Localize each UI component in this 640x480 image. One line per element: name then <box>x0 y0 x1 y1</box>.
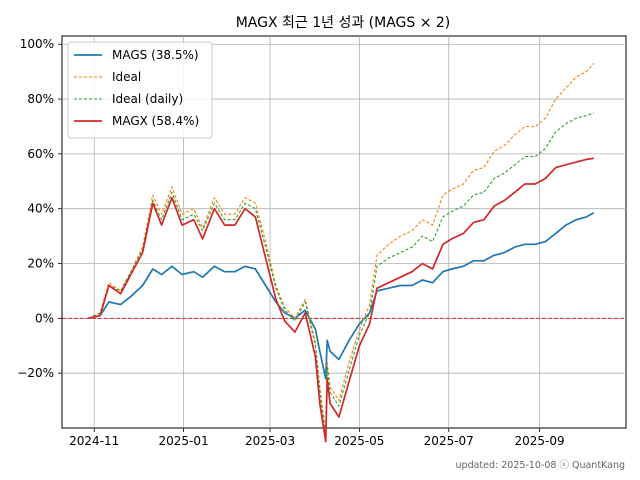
series-line-2 <box>88 63 595 435</box>
y-tick-label: 40% <box>27 202 54 216</box>
legend: MAGS (38.5%) Ideal Ideal (daily) MAGX (58.4… <box>67 41 213 139</box>
x-tick-label: 2025-09 <box>514 434 564 448</box>
y-tick-label: −20% <box>17 366 54 380</box>
chart-title: MAGX 최근 1년 성과 (MAGS × 2) <box>236 15 451 31</box>
x-tick-label: 2025-05 <box>334 434 384 448</box>
series-line-1 <box>88 212 595 380</box>
y-tick-label: 0% <box>35 311 54 325</box>
x-tick-label: 2025-03 <box>245 434 295 448</box>
legend-box <box>67 41 213 139</box>
y-tick-label: 80% <box>27 92 54 106</box>
series-line-4 <box>88 157 594 443</box>
series-line-3 <box>88 112 594 437</box>
y-tick-label: 20% <box>27 257 54 271</box>
x-tick-label: 2025-07 <box>424 434 474 448</box>
legend-label: MAGS (38.5%) <box>112 48 199 62</box>
y-tick-label: 60% <box>27 147 54 161</box>
x-tick-label: 2025-01 <box>159 434 209 448</box>
plot-area <box>61 35 627 429</box>
footer-note: updated: 2025-10-08 ⓒ QuantKang <box>456 460 625 471</box>
legend-label: MAGX (58.4%) <box>112 114 199 128</box>
x-tick-label: 2024-11 <box>69 434 119 448</box>
y-tick-label: 100% <box>20 37 54 51</box>
axes: 100% 80% 60% 40% 20% 0% −20% 2024-11 2025-01 2025… <box>17 37 564 448</box>
legend-label: Ideal (daily) <box>112 92 183 106</box>
series-lines <box>88 63 595 443</box>
legend-label: Ideal <box>112 70 141 84</box>
